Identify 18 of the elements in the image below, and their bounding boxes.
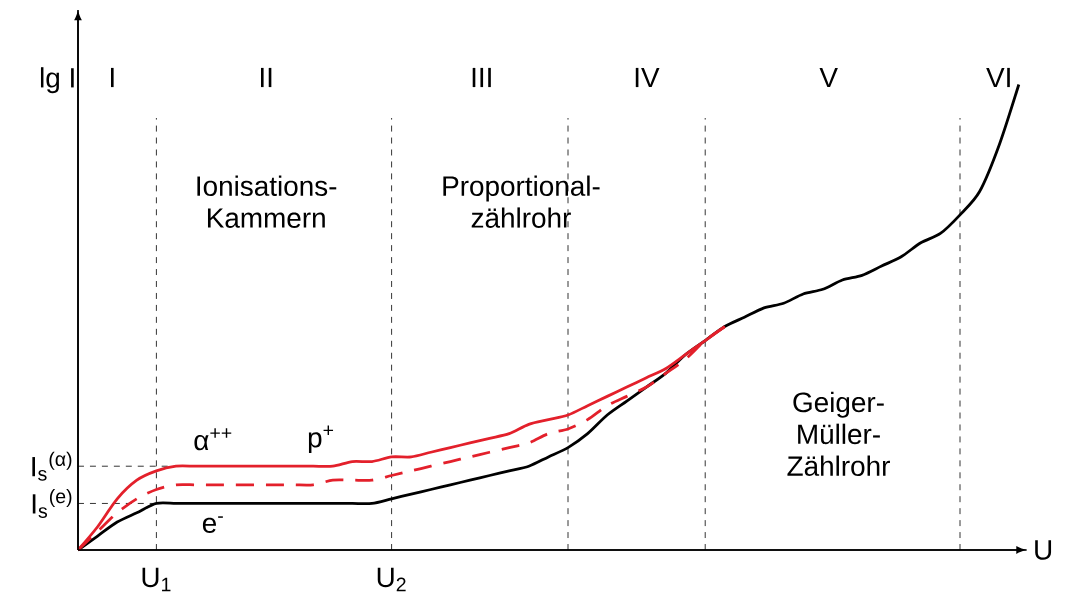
annotation: I [110,67,114,88]
annotation: p$^{+}$ [308,425,334,454]
annotation: Proportional-zählrohr [443,175,600,228]
ref-line-label: I$_{s}$(e) [32,488,72,518]
ref-line-label: I$_{s}$(α) [32,451,72,481]
annotation: IV [635,67,660,88]
annotation: Geiger-Müller-Zählrohr [787,391,890,477]
annotation: III [472,67,491,88]
x-tick-label: U$_{2}$ [377,567,406,592]
x-tick-label: U$_{1}$ [142,567,171,592]
annotation: II [260,67,272,88]
annotation: α$^{++}$ [194,428,232,451]
annotation: e$^{-}$ [202,516,223,533]
annotation: VI [986,67,1010,88]
x-axis-title: U [1035,540,1052,560]
annotation: Ionisations-Kammern [197,175,337,228]
y-axis-title: lg I [40,67,74,94]
annotation: V [819,67,838,88]
